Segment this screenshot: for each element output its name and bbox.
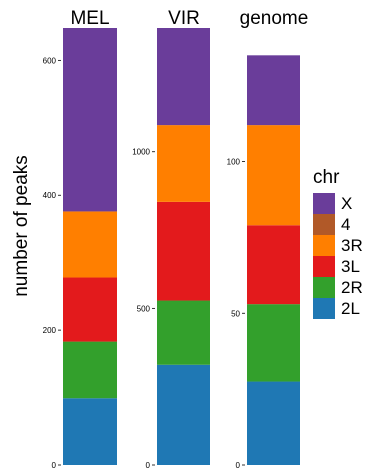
bar-segment-2r (63, 341, 117, 399)
legend-key-x (313, 193, 335, 214)
bar-segment-3r (247, 125, 300, 226)
y-tick-label: 500 (137, 304, 151, 313)
bar-segment-2r (247, 304, 300, 382)
legend-key-2l (313, 298, 335, 319)
y-axis-title: number of peaks (11, 155, 32, 297)
bar-segment-3l (157, 201, 210, 301)
bar-segment-x (247, 55, 300, 126)
legend-label: 3L (341, 257, 360, 276)
legend-title: chr (313, 167, 340, 188)
bar-segment-3r (63, 211, 117, 278)
legend: chr X 4 3R 3L 2R 2L (313, 167, 363, 319)
legend-label: 3R (341, 236, 363, 255)
legend-label: 4 (341, 215, 350, 234)
panel-2: genome 0 50 100 (227, 8, 309, 470)
y-tick-label: 1000 (132, 148, 150, 157)
y-tick-label: 600 (43, 56, 57, 65)
legend-label: X (341, 194, 352, 213)
legend-key-2r (313, 277, 335, 298)
panel-title: genome (240, 8, 309, 29)
bar-segment-3r (157, 125, 210, 202)
bar-segment-x (63, 28, 117, 212)
y-tick-label: 0 (236, 461, 241, 470)
panel-1: VIR 0 500 1000 (132, 8, 210, 470)
bar-segment-2l (157, 364, 210, 465)
y-tick-label: 0 (52, 461, 57, 470)
y-tick-label: 200 (43, 326, 57, 335)
bar-segment-2l (247, 381, 300, 465)
chart-panels: MEL 0 200 400 600 VIR 0 500 1000 genome 0 50 100 (43, 8, 309, 470)
panel-0: MEL 0 200 400 600 (43, 8, 117, 470)
y-tick-label: 50 (231, 309, 240, 318)
legend-key-3l (313, 256, 335, 277)
y-tick-label: 0 (146, 461, 151, 470)
bar-segment-2l (63, 398, 117, 465)
y-tick-label: 400 (43, 191, 57, 200)
panel-title: VIR (168, 8, 200, 29)
bar-segment-3l (63, 277, 117, 342)
bar-segment-3l (247, 225, 300, 305)
legend-label: 2L (341, 299, 360, 318)
legend-key-3r (313, 235, 335, 256)
panel-title: MEL (70, 8, 109, 29)
bar-segment-x (157, 28, 210, 126)
bar-segment-2r (157, 300, 210, 365)
legend-key-4 (313, 214, 335, 235)
y-tick-label: 100 (227, 158, 241, 167)
legend-label: 2R (341, 278, 363, 297)
